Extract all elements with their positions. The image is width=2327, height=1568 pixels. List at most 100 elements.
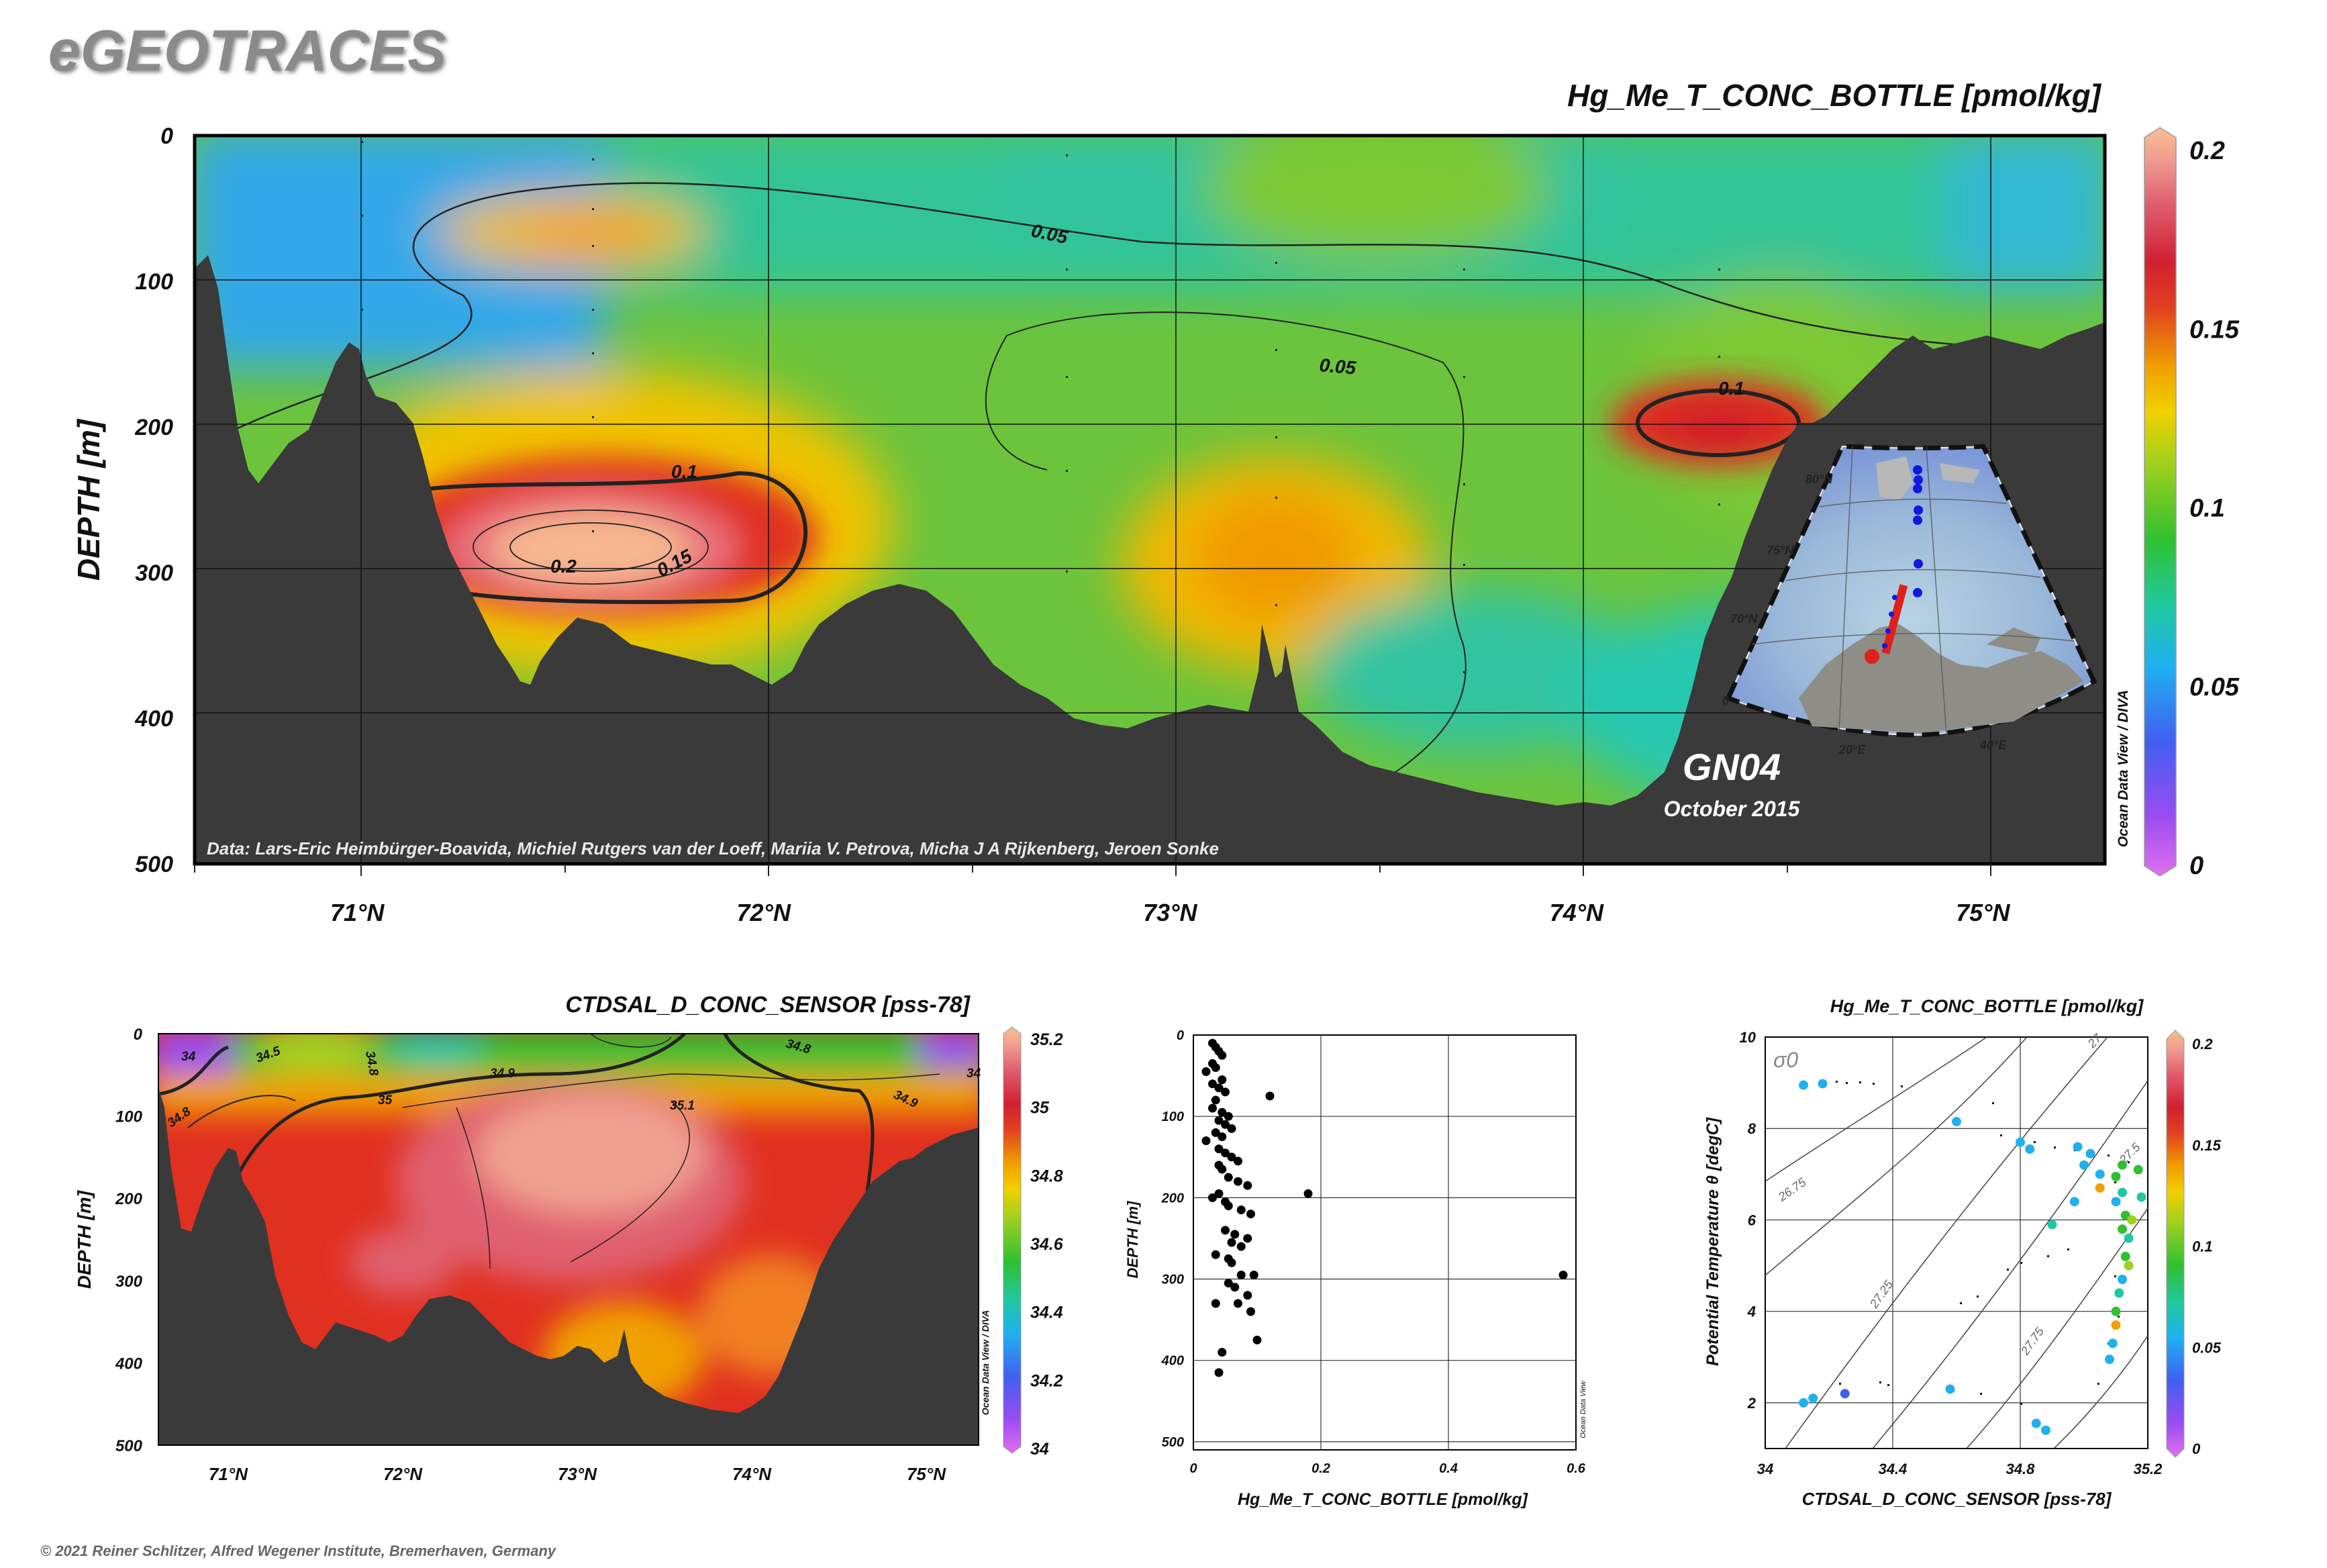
salinity-colorbar-tick: 34 — [1030, 1440, 1049, 1459]
salinity-field — [158, 1034, 979, 1445]
inset-stations — [1882, 465, 1923, 648]
ts-points — [1799, 1079, 2146, 1435]
ts-gridlines — [1765, 1037, 2148, 1449]
scatter-point — [1211, 1095, 1220, 1105]
main-x-tick-label: 73°N — [1143, 899, 1197, 926]
ts-point — [2124, 1261, 2134, 1271]
salinity-y-tick-label: 400 — [115, 1355, 143, 1373]
main-bathymetry — [195, 255, 2105, 864]
salinity-title: CTDSAL_D_CONC_SENSOR [pss-78] — [565, 992, 971, 1018]
scatter-point — [1243, 1291, 1252, 1300]
ts-y-tick-label: 6 — [1748, 1212, 1756, 1228]
scatter-point — [1249, 1270, 1258, 1279]
ts-point — [2073, 1142, 2083, 1152]
svg-text:34.9: 34.9 — [490, 1067, 515, 1081]
main-frame — [193, 134, 2107, 866]
ts-point — [2118, 1224, 2127, 1234]
salinity-contours — [158, 1034, 940, 1269]
odv-tag-scatter: Ocean Data View — [1579, 1380, 1587, 1438]
svg-text:0: 0 — [1722, 694, 1729, 707]
scatter-point — [1224, 1173, 1233, 1182]
ts-colorbar-tick: 0.2 — [2192, 1036, 2213, 1052]
scatter-y-tick-label: 500 — [1162, 1435, 1184, 1450]
ts-point — [2108, 1338, 2118, 1349]
scatter-point — [1214, 1116, 1224, 1125]
ts-x-ticks: 34 34.4 34.8 35.2 — [1757, 1461, 2163, 1477]
scatter-x-tick-label: 0.6 — [1567, 1461, 1586, 1476]
ts-point — [2118, 1187, 2127, 1197]
ts-diagram: Hg_Me_T_CONC_BOTTLE [pmol/kg] 26.75 27.2… — [1703, 996, 2222, 1509]
ts-point — [2118, 1274, 2127, 1284]
ts-point — [2133, 1165, 2143, 1175]
ts-point — [2047, 1220, 2057, 1230]
ts-isopycnals — [1765, 1037, 2148, 1449]
ts-y-tick-label: 2 — [1747, 1395, 1756, 1412]
scatter-point — [1214, 1144, 1224, 1154]
ts-y-tick-label: 8 — [1748, 1120, 1756, 1137]
ts-point — [2111, 1320, 2121, 1330]
scatter-point — [1208, 1079, 1217, 1089]
scatter-gridlines — [1193, 1035, 1576, 1450]
main-colorbar-ticks: 0.2 0.15 0.1 0.05 0 — [2189, 137, 2240, 880]
scatter-y-axis-label: DEPTH [m] — [1124, 1201, 1141, 1279]
main-colorbar-tick: 0.2 — [2189, 137, 2225, 165]
scatter-point — [1234, 1177, 1242, 1186]
main-section-plot: Hg_Me_T_CONC_BOTTLE [pmol/kg] — [71, 78, 2240, 926]
svg-text:34: 34 — [181, 1050, 196, 1064]
salinity-colorbar-tick: 34.8 — [1030, 1167, 1063, 1185]
scatter-point — [1224, 1279, 1233, 1288]
salinity-colorbar-tick: 35.2 — [1030, 1030, 1063, 1049]
svg-text:20°E: 20°E — [1838, 743, 1866, 756]
main-y-tick-label: 400 — [134, 706, 173, 732]
salinity-section-plot: CTDSAL_D_CONC_SENSOR [pss-78] — [74, 992, 1064, 1484]
scatter-point — [1218, 1348, 1227, 1357]
svg-text:0.1: 0.1 — [1718, 378, 1744, 399]
scatter-point — [1218, 1108, 1227, 1117]
scatter-point — [1234, 1299, 1242, 1308]
scatter-point — [1243, 1234, 1252, 1243]
salinity-y-tick-label: 300 — [115, 1273, 143, 1291]
salinity-colorbar: 35.2 35 34.8 34.6 34.4 34.2 34 — [1003, 1026, 1064, 1459]
scatter-point — [1243, 1181, 1252, 1190]
salinity-x-ticks: 71°N 72°N 73°N 74°N 75°N — [209, 1464, 946, 1484]
scatter-point — [1214, 1368, 1224, 1377]
ts-x-tick-label: 34 — [1757, 1461, 1773, 1477]
ts-title: Hg_Me_T_CONC_BOTTLE [pmol/kg] — [1830, 996, 2144, 1016]
svg-text:0.2: 0.2 — [550, 556, 577, 577]
scatter-point — [1214, 1083, 1224, 1093]
ts-point — [2069, 1197, 2079, 1207]
scatter-x-tick-label: 0.2 — [1311, 1461, 1330, 1476]
main-x-tick-label: 75°N — [1956, 899, 2010, 926]
scatter-point — [1211, 1063, 1220, 1072]
salinity-y-tick-label: 100 — [115, 1108, 143, 1126]
ts-point — [2111, 1306, 2121, 1316]
ts-colorbar-ticks: 0.2 0.15 0.1 0.05 0 — [2192, 1036, 2222, 1457]
svg-text:70°N: 70°N — [1730, 612, 1758, 626]
scatter-point — [1221, 1087, 1230, 1097]
salinity-y-tick-label: 500 — [115, 1437, 143, 1455]
main-y-tick-label: 100 — [135, 269, 173, 295]
scatter-point — [1208, 1104, 1217, 1113]
ts-y-ticks: 2 4 6 8 10 — [1740, 1029, 1756, 1412]
scatter-frame — [1193, 1034, 1577, 1451]
scatter-point — [1227, 1124, 1236, 1133]
scatter-point — [1201, 1136, 1211, 1146]
scatter-y-tick-label: 200 — [1161, 1191, 1184, 1206]
ts-background-dots — [1816, 1081, 2130, 1405]
scatter-x-tick-label: 0 — [1189, 1461, 1197, 1476]
ts-colorbar-tick: 0.05 — [2192, 1339, 2222, 1356]
svg-text:34: 34 — [967, 1067, 981, 1081]
scatter-point — [1246, 1210, 1255, 1219]
main-y-axis-label: DEPTH [m] — [71, 418, 106, 581]
inset-cruise-track — [1865, 584, 1908, 664]
ts-colorbar-tick: 0 — [2192, 1440, 2201, 1457]
scatter-point — [1252, 1335, 1262, 1344]
scatter-y-tick-label: 100 — [1162, 1110, 1184, 1124]
scatter-point — [1236, 1206, 1246, 1215]
odv-tag-salinity: Ocean Data View / DIVA — [980, 1310, 991, 1415]
scatter-points — [1201, 1038, 1568, 1377]
ts-point — [2124, 1233, 2134, 1243]
ts-y-axis-label: Potential Temperature θ [degC] — [1703, 1116, 1722, 1366]
odv-tag-main: Ocean Data View / DIVA — [2116, 690, 2131, 848]
